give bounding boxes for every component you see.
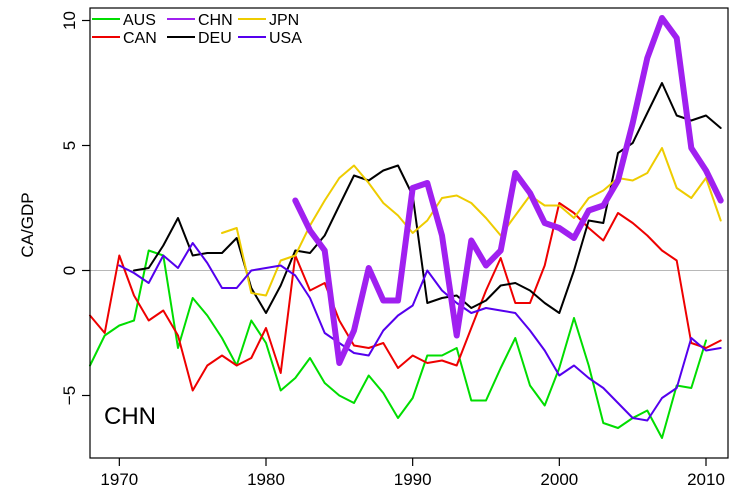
legend-item-usa: USA xyxy=(238,30,302,47)
y-tick-label: −5 xyxy=(60,386,79,405)
legend-label: USA xyxy=(269,30,302,47)
y-axis-label: CA/GDP xyxy=(18,192,37,257)
x-tick-label: 2010 xyxy=(687,470,725,489)
legend-label: AUS xyxy=(123,12,156,29)
legend-item-can: CAN xyxy=(92,30,157,47)
series-line-can xyxy=(89,202,722,392)
legend-label: JPN xyxy=(269,12,299,29)
legend-item-jpn: JPN xyxy=(238,12,299,29)
y-tick-label: 5 xyxy=(60,141,79,150)
legend-item-deu: DEU xyxy=(167,30,232,47)
plot-frame xyxy=(89,7,729,459)
legend-item-chn: CHN xyxy=(167,12,233,29)
legend-label: CHN xyxy=(198,12,233,29)
x-tick-label: 1990 xyxy=(394,470,432,489)
y-tick-label: 10 xyxy=(60,11,79,30)
series-line-jpn xyxy=(221,147,722,297)
legend-item-aus: AUS xyxy=(92,12,156,29)
y-tick-label: 0 xyxy=(60,266,79,275)
chart-annotation: CHN xyxy=(104,403,156,430)
series-line-chn xyxy=(292,15,724,366)
series-line-aus xyxy=(89,249,707,439)
legend-label: CAN xyxy=(123,30,157,47)
series-line-usa xyxy=(118,242,722,422)
x-tick-label: 1980 xyxy=(247,470,285,489)
legend-label: DEU xyxy=(198,30,232,47)
x-tick-label: 2000 xyxy=(540,470,578,489)
x-tick-label: 1970 xyxy=(100,470,138,489)
